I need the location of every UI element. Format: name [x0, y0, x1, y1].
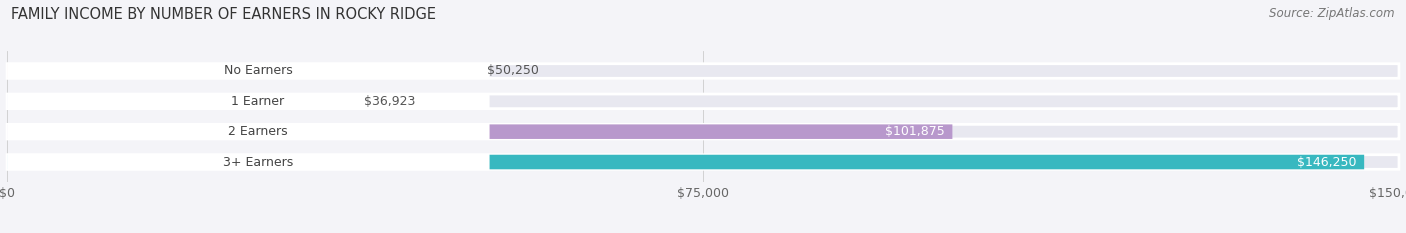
Text: $101,875: $101,875: [886, 125, 945, 138]
Text: $146,250: $146,250: [1298, 155, 1357, 168]
FancyBboxPatch shape: [7, 63, 489, 79]
Text: 3+ Earners: 3+ Earners: [222, 155, 292, 168]
FancyBboxPatch shape: [7, 64, 1399, 78]
Text: 1 Earner: 1 Earner: [232, 95, 284, 108]
FancyBboxPatch shape: [7, 155, 1364, 169]
Text: Source: ZipAtlas.com: Source: ZipAtlas.com: [1270, 7, 1395, 20]
FancyBboxPatch shape: [7, 155, 1399, 169]
FancyBboxPatch shape: [7, 94, 350, 109]
FancyBboxPatch shape: [7, 94, 1399, 109]
FancyBboxPatch shape: [7, 154, 489, 170]
FancyBboxPatch shape: [7, 123, 489, 140]
Text: FAMILY INCOME BY NUMBER OF EARNERS IN ROCKY RIDGE: FAMILY INCOME BY NUMBER OF EARNERS IN RO…: [11, 7, 436, 22]
FancyBboxPatch shape: [7, 124, 1399, 139]
FancyBboxPatch shape: [7, 64, 474, 78]
Text: $36,923: $36,923: [364, 95, 415, 108]
FancyBboxPatch shape: [7, 93, 489, 110]
Text: $50,250: $50,250: [488, 65, 538, 78]
Text: 2 Earners: 2 Earners: [228, 125, 288, 138]
FancyBboxPatch shape: [7, 124, 952, 139]
Text: No Earners: No Earners: [224, 65, 292, 78]
